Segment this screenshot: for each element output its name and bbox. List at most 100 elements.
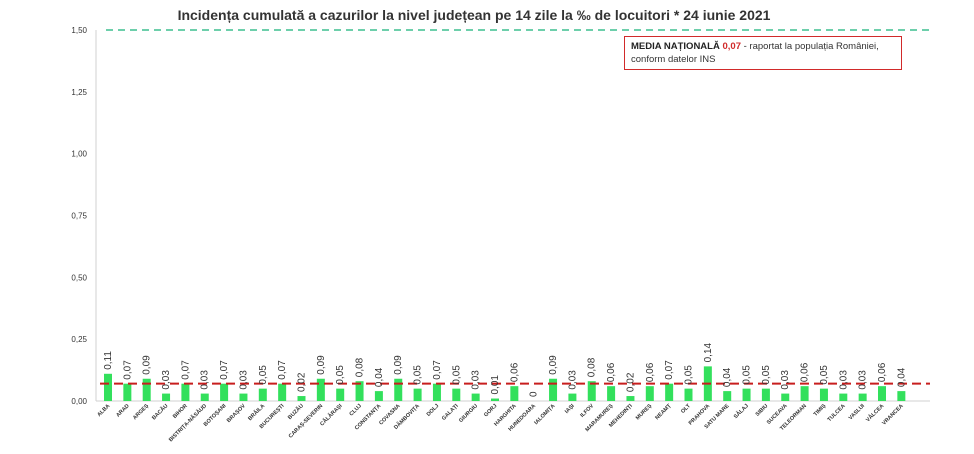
x-tick-label: BRAȘOV bbox=[226, 403, 247, 424]
data-label: 0,06 bbox=[606, 362, 617, 382]
data-label: 0,05 bbox=[335, 365, 346, 385]
x-tick-label: IALOMIȚA bbox=[533, 403, 556, 426]
data-label: 0,09 bbox=[142, 355, 153, 375]
x-tick-label: ALBA bbox=[96, 403, 111, 418]
note-label: MEDIA NAȚIONALĂ bbox=[631, 41, 720, 52]
data-label: 0 bbox=[529, 391, 540, 397]
bar bbox=[336, 388, 345, 401]
chart-title: Incidența cumulată a cazurilor la nivel … bbox=[178, 7, 771, 23]
x-tick-label: SĂLAJ bbox=[732, 402, 750, 420]
bar bbox=[626, 396, 635, 401]
bar bbox=[549, 378, 558, 401]
data-label: 0,07 bbox=[180, 360, 191, 380]
x-tick-label: VRANCEA bbox=[881, 403, 904, 426]
bar bbox=[355, 381, 364, 401]
data-label: 0,02 bbox=[297, 372, 308, 392]
y-tick-labels: 0,00 0,25 0,50 0,75 1,00 1,25 1,50 bbox=[71, 26, 87, 406]
bar bbox=[297, 396, 306, 401]
x-tick-label: CLUJ bbox=[349, 403, 363, 417]
data-label: 0,04 bbox=[374, 367, 385, 387]
x-tick-label: CARAȘ-SEVERIN bbox=[288, 403, 324, 439]
x-tick-label: BUZĂU bbox=[286, 402, 305, 421]
bar bbox=[607, 386, 616, 401]
data-label: 0,07 bbox=[219, 360, 230, 380]
y-tick-label: 1,00 bbox=[71, 150, 87, 159]
bar bbox=[278, 383, 287, 401]
x-tick-label: GORJ bbox=[483, 403, 498, 418]
data-label: 0,05 bbox=[742, 365, 753, 385]
bar bbox=[761, 388, 770, 401]
bar bbox=[471, 393, 480, 401]
data-label: 0,05 bbox=[451, 365, 462, 385]
bar bbox=[413, 388, 422, 401]
x-tick-label: OLT bbox=[680, 403, 692, 415]
data-label: 0,05 bbox=[761, 365, 772, 385]
data-label: 0,03 bbox=[780, 370, 791, 390]
bar bbox=[258, 388, 267, 401]
bar bbox=[432, 383, 441, 401]
y-tick-label: 1,50 bbox=[71, 26, 87, 35]
x-tick-label: ARGEȘ bbox=[132, 403, 150, 421]
y-tick-label: 0,75 bbox=[71, 212, 87, 221]
bar bbox=[781, 393, 790, 401]
bar bbox=[142, 378, 151, 401]
data-label: 0,04 bbox=[722, 367, 733, 387]
x-tick-label: IAȘI bbox=[564, 403, 576, 415]
data-label: 0,07 bbox=[432, 360, 443, 380]
x-tick-label: ILFOV bbox=[579, 403, 595, 419]
x-tick-label: MUREȘ bbox=[635, 403, 654, 422]
bar bbox=[200, 393, 209, 401]
bar bbox=[452, 388, 461, 401]
bar bbox=[239, 393, 248, 401]
bar bbox=[220, 383, 229, 401]
data-label: 0,03 bbox=[200, 370, 211, 390]
x-tick-label: DOLJ bbox=[426, 403, 441, 418]
bar bbox=[723, 391, 732, 401]
bar bbox=[123, 383, 132, 401]
x-tick-label: TULCEA bbox=[827, 403, 847, 423]
national-mean-note: MEDIA NAȚIONALĂ 0,07 - raportat la popul… bbox=[624, 36, 902, 70]
note-line-2: conform datelor INS bbox=[631, 54, 716, 65]
data-label: 0,04 bbox=[896, 367, 907, 387]
data-label: 0,09 bbox=[548, 355, 559, 375]
bar bbox=[742, 388, 751, 401]
data-labels: 0,11 0,07 0,09 0,03 0,07 0,03 0,07 0,03 0,05 0,07… bbox=[103, 342, 907, 397]
data-label: 0,14 bbox=[703, 342, 714, 362]
y-tick-label: 0,25 bbox=[71, 335, 87, 344]
bar bbox=[819, 388, 828, 401]
data-label: 0,07 bbox=[122, 360, 133, 380]
data-label: 0,06 bbox=[645, 362, 656, 382]
bar bbox=[316, 378, 325, 401]
bar bbox=[568, 393, 577, 401]
x-tick-label: GALAȚI bbox=[441, 403, 460, 422]
bar bbox=[645, 386, 654, 401]
bar bbox=[858, 393, 867, 401]
note-value: 0,07 bbox=[722, 41, 741, 52]
y-tick-label: 0,50 bbox=[71, 273, 87, 282]
x-tick-labels: ALBA ARAD ARGEȘ BACĂU BIHORBISTRIȚA-NĂSĂUDBO… bbox=[96, 402, 904, 443]
bar bbox=[665, 383, 674, 401]
bar bbox=[394, 378, 403, 401]
bar bbox=[878, 386, 886, 401]
data-label: 0,02 bbox=[625, 372, 636, 392]
y-tick-label: 0,00 bbox=[71, 397, 87, 406]
bar bbox=[839, 393, 848, 401]
data-label: 0,08 bbox=[355, 357, 366, 377]
data-label: 0,03 bbox=[238, 370, 249, 390]
x-tick-label: BIHOR bbox=[172, 403, 189, 420]
bar bbox=[162, 393, 171, 401]
x-tick-label: NEAMȚ bbox=[654, 403, 673, 422]
data-label: 0,11 bbox=[103, 351, 114, 370]
x-tick-label: VASLUI bbox=[848, 403, 867, 422]
data-label: 0,07 bbox=[277, 360, 288, 380]
bar bbox=[491, 398, 499, 401]
x-tick-label: GIURGIU bbox=[458, 403, 479, 424]
data-label: 0,05 bbox=[819, 365, 830, 385]
bar bbox=[587, 381, 596, 401]
data-label: 0,07 bbox=[664, 360, 675, 380]
bar bbox=[897, 391, 906, 401]
x-tick-label: BISTRIȚA-NĂSĂUD bbox=[167, 402, 208, 443]
data-label: 0,09 bbox=[316, 355, 327, 375]
data-label: 0,03 bbox=[567, 370, 578, 390]
bars-group bbox=[104, 366, 906, 401]
